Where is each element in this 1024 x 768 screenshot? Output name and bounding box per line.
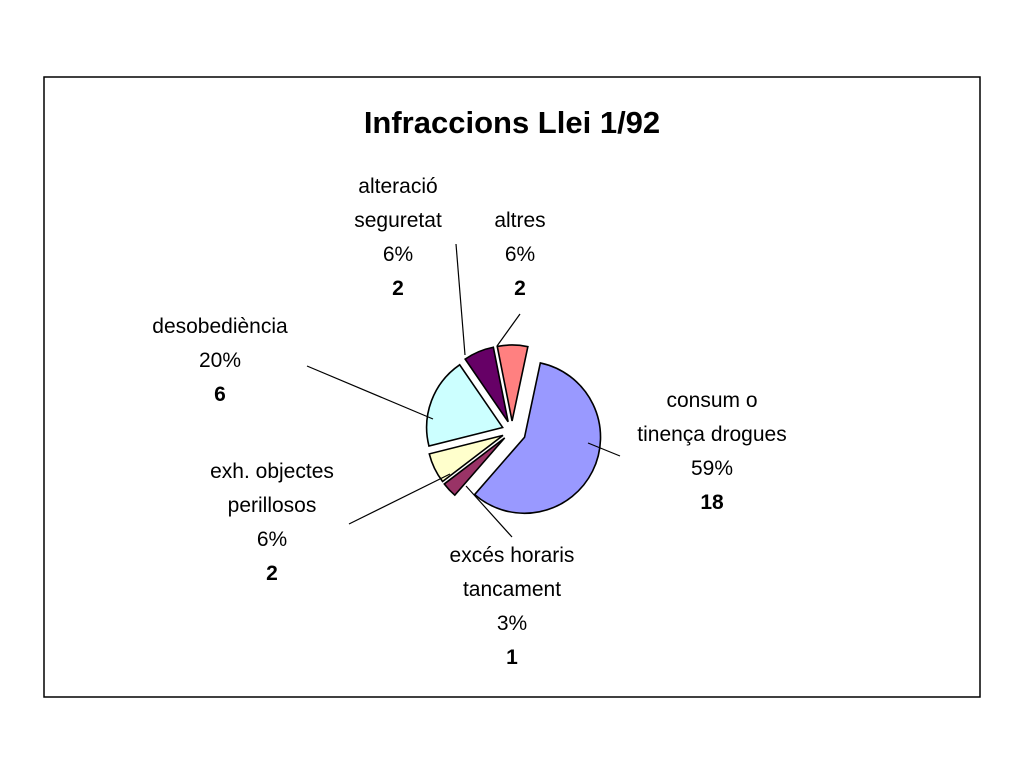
pie-slice-0 xyxy=(473,361,602,515)
slice-name-label-1: excés horaris xyxy=(450,544,575,567)
slice-name-label-1: tancament xyxy=(463,578,561,601)
slice-name-label-5: altres xyxy=(494,209,545,232)
pie-slice-3 xyxy=(425,363,504,447)
slice-name-label-0: tinença drogues xyxy=(637,423,786,446)
slice-labels: consum o tinença drogues 59% 18 excés horari… xyxy=(152,175,786,669)
slice-count-label-4: 2 xyxy=(392,277,404,300)
slice-percent-label-5: 6% xyxy=(505,243,535,266)
pie-slice-4 xyxy=(464,346,509,423)
slice-percent-label-1: 3% xyxy=(497,612,527,635)
pie-slice-2 xyxy=(428,434,504,483)
chart-title: Infraccions Llei 1/92 xyxy=(364,105,660,140)
slice-percent-label-2: 6% xyxy=(257,528,287,551)
leader-line-1 xyxy=(465,485,513,538)
leader-line-4 xyxy=(455,243,466,356)
pie-slice-1 xyxy=(443,437,506,497)
leader-line-2 xyxy=(348,473,451,525)
slice-count-label-3: 6 xyxy=(214,383,226,406)
slice-count-label-1: 1 xyxy=(506,646,518,669)
slice-count-label-0: 18 xyxy=(700,491,724,514)
slice-percent-label-0: 59% xyxy=(691,457,733,480)
slice-name-label-4: seguretat xyxy=(354,209,442,232)
slice-name-label-2: exh. objectes xyxy=(210,460,334,483)
slice-percent-label-3: 20% xyxy=(199,349,241,372)
slice-name-label-4: alteració xyxy=(358,175,437,198)
pie-slices xyxy=(425,344,602,515)
slice-name-label-2: perillosos xyxy=(228,494,317,517)
leader-line-3 xyxy=(306,365,434,420)
leader-lines xyxy=(306,243,621,538)
slice-count-label-2: 2 xyxy=(266,562,278,585)
leader-line-5 xyxy=(496,313,521,347)
slice-name-label-3: desobediència xyxy=(152,315,288,338)
leader-line-0 xyxy=(587,442,621,457)
pie-slice-5 xyxy=(496,344,529,422)
slice-count-label-5: 2 xyxy=(514,277,526,300)
slice-percent-label-4: 6% xyxy=(383,243,413,266)
slice-name-label-0: consum o xyxy=(666,389,757,412)
